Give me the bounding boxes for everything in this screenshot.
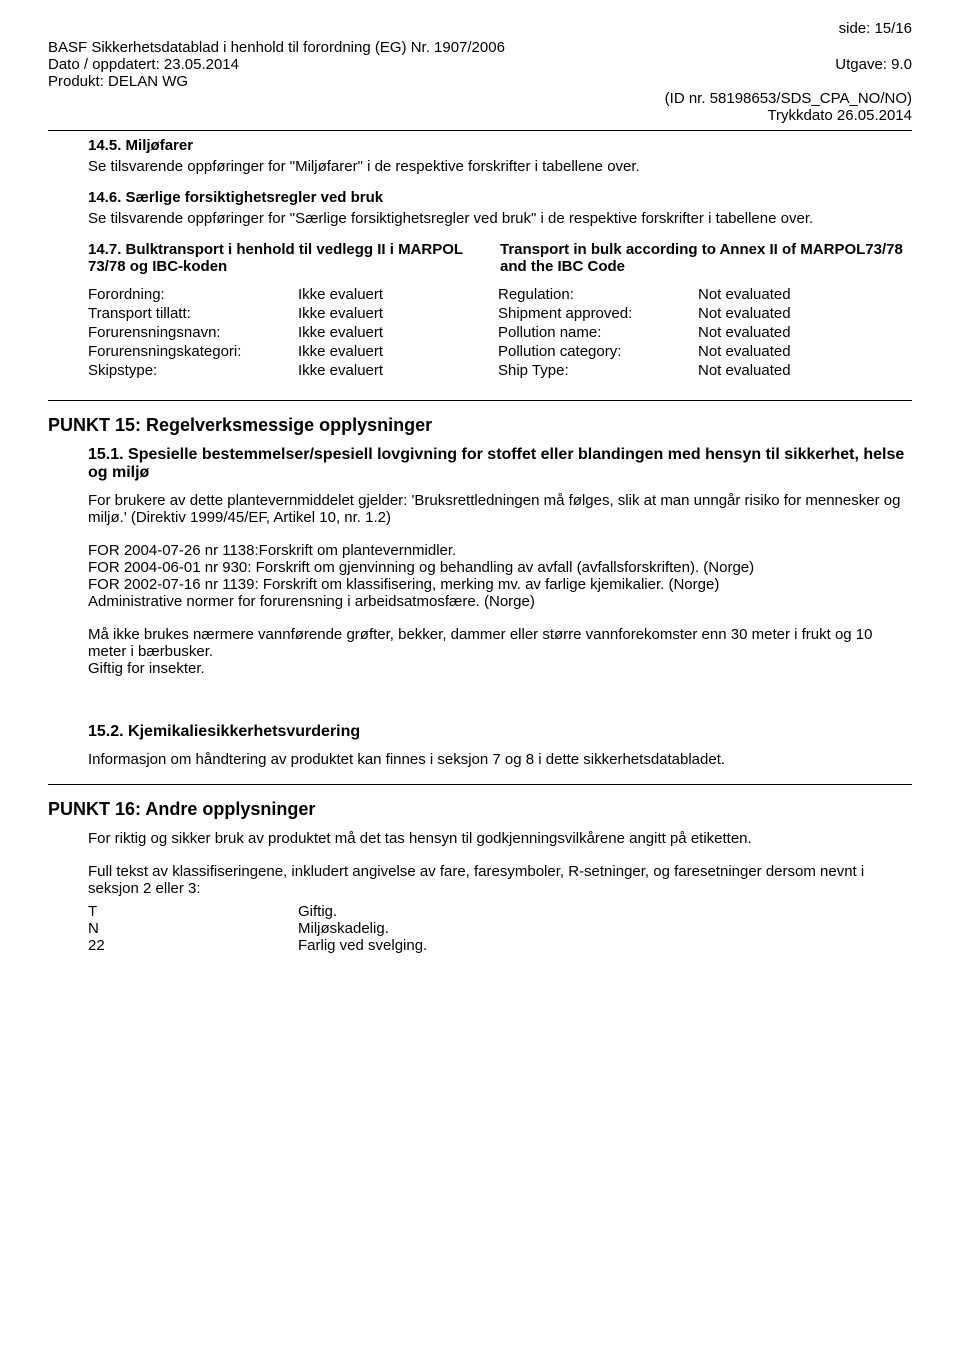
table-cell: Ship Type: xyxy=(498,361,698,380)
table-cell: Ikke evaluert xyxy=(298,285,498,304)
header-product: Produkt: DELAN WG xyxy=(48,73,188,90)
phrase-row: N Miljøskadelig. xyxy=(88,920,912,937)
table-cell: Ikke evaluert xyxy=(298,323,498,342)
section-16-body: For riktig og sikker bruk av produktet m… xyxy=(88,830,912,954)
section-14-6-title: Særlige forsiktighetsregler ved bruk xyxy=(126,189,384,206)
phrase-row: T Giftig. xyxy=(88,903,912,920)
table-cell: Pollution name: xyxy=(498,323,698,342)
regulation-list: FOR 2004-07-26 nr 1138:Forskrift om plan… xyxy=(88,542,912,610)
section-14-6-text: Se tilsvarende oppføringer for "Særlige … xyxy=(88,210,912,227)
phrase-code: 22 xyxy=(88,937,298,954)
table-cell: Regulation: xyxy=(498,285,698,304)
section-divider xyxy=(48,784,912,785)
section-divider xyxy=(48,400,912,401)
section-15-1-para2: Må ikke brukes nærmere vannførende grøft… xyxy=(88,626,912,677)
section-15-1-para1: For brukere av dette plantevernmiddelet … xyxy=(88,492,912,526)
phrase-table: T Giftig. N Miljøskadelig. 22 Farlig ved… xyxy=(88,903,912,954)
section-15-2-num: 15.2. xyxy=(88,723,124,740)
table-cell: Pollution category: xyxy=(498,342,698,361)
header-date: Dato / oppdatert: 23.05.2014 xyxy=(48,56,239,73)
section-14-6: 14.6. Særlige forsiktighetsregler ved br… xyxy=(88,189,912,227)
section-14-7-left: Bulktransport i henhold til vedlegg II i… xyxy=(88,241,463,275)
list-item: FOR 2004-07-26 nr 1138:Forskrift om plan… xyxy=(88,542,912,559)
table-cell: Not evaluated xyxy=(698,285,898,304)
table-cell: Not evaluated xyxy=(698,342,898,361)
para-line: Må ikke brukes nærmere vannførende grøft… xyxy=(88,626,912,660)
bulk-col-value-right: Not evaluated Not evaluated Not evaluate… xyxy=(698,285,898,380)
header-version: Utgave: 9.0 xyxy=(835,56,912,73)
section-16-para2: Full tekst av klassifiseringene, inklude… xyxy=(88,863,912,897)
phrase-text: Miljøskadelig. xyxy=(298,920,912,937)
table-cell: Not evaluated xyxy=(698,304,898,323)
section-14-5-text: Se tilsvarende oppføringer for "Miljøfar… xyxy=(88,158,912,175)
header-print-date: Trykkdato 26.05.2014 xyxy=(767,107,912,124)
bulk-table: Forordning: Transport tillatt: Forurensn… xyxy=(88,285,912,380)
list-item: Administrative normer for forurensning i… xyxy=(88,593,912,610)
bulk-col-label-right: Regulation: Shipment approved: Pollution… xyxy=(498,285,698,380)
table-cell: Not evaluated xyxy=(698,361,898,380)
section-15-2-text: Informasjon om håndtering av produktet k… xyxy=(88,751,912,768)
table-cell: Skipstype: xyxy=(88,361,298,380)
section-15-1-title: Spesielle bestemmelser/spesiell lovgivni… xyxy=(88,446,904,481)
punkt-15-heading: PUNKT 15: Regelverksmessige opplysninger xyxy=(48,415,912,436)
section-14-6-num: 14.6. xyxy=(88,189,121,206)
list-item: FOR 2002-07-16 nr 1139: Forskrift om kla… xyxy=(88,576,912,593)
punkt-16-heading: PUNKT 16: Andre opplysninger xyxy=(48,799,912,820)
table-cell: Ikke evaluert xyxy=(298,342,498,361)
document-header: BASF Sikkerhetsdatablad i henhold til fo… xyxy=(48,39,912,124)
header-title: BASF Sikkerhetsdatablad i henhold til fo… xyxy=(48,39,912,56)
table-cell: Transport tillatt: xyxy=(88,304,298,323)
phrase-code: T xyxy=(88,903,298,920)
phrase-code: N xyxy=(88,920,298,937)
table-cell: Shipment approved: xyxy=(498,304,698,323)
phrase-row: 22 Farlig ved svelging. xyxy=(88,937,912,954)
section-14-7: 14.7. Bulktransport i henhold til vedleg… xyxy=(88,241,912,380)
table-cell: Forordning: xyxy=(88,285,298,304)
bulk-col-value-left: Ikke evaluert Ikke evaluert Ikke evaluer… xyxy=(298,285,498,380)
table-cell: Not evaluated xyxy=(698,323,898,342)
document-page: side: 15/16 BASF Sikkerhetsdatablad i he… xyxy=(0,0,960,974)
para-line: Giftig for insekter. xyxy=(88,660,912,677)
table-cell: Forurensningsnavn: xyxy=(88,323,298,342)
section-16-para1: For riktig og sikker bruk av produktet m… xyxy=(88,830,912,847)
table-cell: Ikke evaluert xyxy=(298,361,498,380)
table-cell: Ikke evaluert xyxy=(298,304,498,323)
list-item: FOR 2004-06-01 nr 930: Forskrift om gjen… xyxy=(88,559,912,576)
section-14-5-title: Miljøfarer xyxy=(126,137,194,154)
section-14-5-num: 14.5. xyxy=(88,137,121,154)
section-15-1-num: 15.1. xyxy=(88,446,124,463)
section-14-5: 14.5. Miljøfarer Se tilsvarende oppførin… xyxy=(88,137,912,175)
phrase-text: Giftig. xyxy=(298,903,912,920)
section-14-7-right: Transport in bulk according to Annex II … xyxy=(500,241,912,275)
phrase-text: Farlig ved svelging. xyxy=(298,937,912,954)
section-15-1: 15.1. Spesielle bestemmelser/spesiell lo… xyxy=(88,446,912,768)
bulk-col-label-left: Forordning: Transport tillatt: Forurensn… xyxy=(88,285,298,380)
section-15-2-title: Kjemikaliesikkerhetsvurdering xyxy=(128,723,360,740)
header-divider xyxy=(48,130,912,131)
table-cell: Forurensningskategori: xyxy=(88,342,298,361)
section-14-7-num: 14.7. xyxy=(88,241,121,258)
header-id: (ID nr. 58198653/SDS_CPA_NO/NO) xyxy=(665,90,912,107)
page-number: side: 15/16 xyxy=(48,20,912,37)
